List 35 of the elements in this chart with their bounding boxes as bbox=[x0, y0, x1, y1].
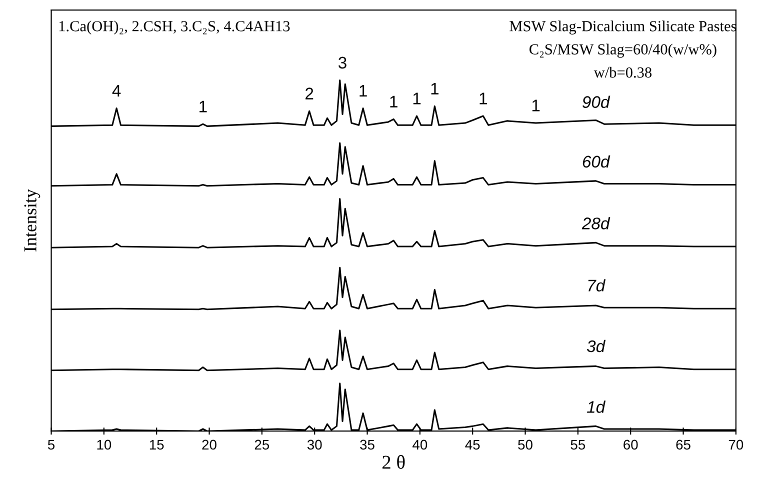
annotation: 3 bbox=[338, 56, 346, 69]
series-label: 1d bbox=[587, 400, 606, 413]
x-tick-label: 55 bbox=[570, 440, 586, 450]
annotation: 2 bbox=[306, 88, 314, 100]
annotation: 1 bbox=[480, 92, 487, 104]
x-tick-label: 20 bbox=[202, 440, 216, 450]
annotation: 1 bbox=[360, 85, 367, 97]
series-label: 7d bbox=[588, 279, 606, 292]
x-tick-label: 10 bbox=[97, 440, 112, 450]
x-tick-label: 60 bbox=[624, 440, 638, 450]
text: w/b=0.38 bbox=[594, 66, 652, 78]
y-axis-title: Intensity bbox=[24, 189, 40, 252]
annotation: 1 bbox=[413, 92, 421, 104]
x-axis-title: 2 θ bbox=[382, 455, 405, 469]
annotation: 1 bbox=[431, 82, 438, 94]
x-tick-label: 5 bbox=[48, 440, 55, 450]
annotation: 1 bbox=[532, 100, 540, 112]
series-label: 90d bbox=[582, 96, 610, 108]
x-tick-label: 50 bbox=[518, 440, 532, 450]
x-tick-label: 15 bbox=[150, 440, 164, 450]
x-tick-label: 45 bbox=[465, 440, 480, 450]
series-label: 3d bbox=[586, 340, 606, 352]
x-tick-label: 30 bbox=[307, 440, 322, 450]
series-label: 60d bbox=[582, 155, 610, 168]
x-tick-label: 25 bbox=[254, 440, 270, 450]
text: C₂S/MSW Slag=60/40(w/w%) bbox=[530, 44, 716, 58]
x-tick-label: 65 bbox=[676, 440, 690, 450]
series-label: 28d bbox=[582, 217, 610, 230]
text: 1.Ca(OH)₂, 2.CSH, 3.C₂S, 4.C4AH13 bbox=[59, 20, 290, 34]
x-tick-label: 70 bbox=[728, 440, 744, 450]
annotation: 4 bbox=[112, 85, 121, 97]
annotation: 1 bbox=[390, 96, 398, 108]
x-tick-label: 35 bbox=[360, 440, 374, 450]
x-tick-label: 40 bbox=[412, 440, 428, 450]
annotation: 1 bbox=[200, 100, 207, 112]
